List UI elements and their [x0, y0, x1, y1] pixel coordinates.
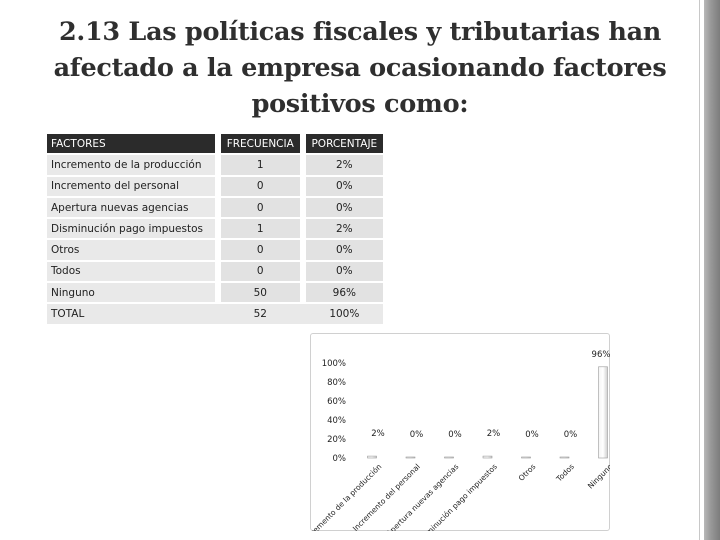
- cell-porcentaje: 2%: [305, 155, 383, 175]
- table-row: Incremento de la producción 1 2%: [47, 155, 383, 175]
- data-label: 2%: [371, 429, 385, 439]
- bar: [405, 456, 416, 459]
- category-label: Incremento de la producción: [310, 462, 384, 531]
- y-tick-label: 0%: [333, 454, 347, 464]
- y-tick-label: 80%: [327, 378, 346, 388]
- header-factores: FACTORES: [47, 134, 215, 154]
- bar: [559, 456, 570, 459]
- cell-porcentaje: 2%: [305, 219, 383, 239]
- cell-frecuencia: 0: [220, 197, 300, 218]
- category-label: Apertura nuevas agencias: [385, 462, 461, 531]
- cell-frecuencia: 50: [220, 283, 300, 303]
- decorative-side-line: [699, 0, 700, 540]
- cell-frecuencia: 1: [220, 219, 300, 239]
- data-label: 0%: [564, 430, 578, 440]
- cell-porcentaje: 100%: [305, 304, 383, 324]
- bar: [367, 455, 377, 459]
- data-label: 0%: [525, 430, 539, 440]
- y-tick-label: 20%: [327, 435, 346, 445]
- category-label: Todos: [554, 462, 576, 484]
- factors-table: FACTORES FRECUENCIA PORCENTAJE Increment…: [47, 132, 383, 326]
- header-porcentaje: PORCENTAJE: [305, 134, 383, 154]
- cell-porcentaje: 0%: [305, 261, 383, 282]
- table-header-row: FACTORES FRECUENCIA PORCENTAJE: [47, 134, 383, 154]
- bar: [482, 455, 493, 459]
- table-row: Ninguno 50 96%: [47, 283, 383, 303]
- table-total-row: TOTAL 52 100%: [47, 304, 383, 324]
- bar: [521, 456, 531, 459]
- chart-frame: [310, 333, 610, 531]
- data-label: 96%: [592, 350, 610, 360]
- category-label: Incremento del personal: [351, 462, 422, 531]
- table-row: Apertura nuevas agencias 0 0%: [47, 197, 383, 218]
- table-row: Disminución pago impuestos 1 2%: [47, 219, 383, 239]
- cell-factor: Apertura nuevas agencias: [47, 197, 215, 218]
- bar: [444, 456, 454, 459]
- bar-chart: 0% 20% 40% 60% 80% 100% 2% 0% 0% 2% 0% 0% 96% Increme…: [310, 350, 610, 531]
- cell-frecuencia: 0: [220, 176, 300, 196]
- cell-porcentaje: 96%: [305, 283, 383, 303]
- y-tick-label: 100%: [322, 359, 346, 369]
- cell-porcentaje: 0%: [305, 240, 383, 260]
- bar: [598, 366, 608, 459]
- cell-frecuencia: 0: [220, 261, 300, 282]
- cell-factor: Todos: [47, 261, 215, 282]
- cell-factor: Disminución pago impuestos: [47, 219, 215, 239]
- category-label: Otros: [517, 462, 538, 483]
- decorative-side-bar: [704, 0, 720, 540]
- cell-frecuencia: 52: [220, 304, 300, 324]
- cell-porcentaje: 0%: [305, 197, 383, 218]
- table-row: Otros 0 0%: [47, 240, 383, 260]
- cell-factor: TOTAL: [47, 304, 215, 324]
- chart-container: 0% 20% 40% 60% 80% 100% 2% 0% 0% 2% 0% 0% 96% Increme…: [310, 333, 610, 531]
- cell-factor: Otros: [47, 240, 215, 260]
- cell-factor: Ninguno: [47, 283, 215, 303]
- cell-factor: Incremento del personal: [47, 176, 215, 196]
- cell-porcentaje: 0%: [305, 176, 383, 196]
- cell-factor: Incremento de la producción: [47, 155, 215, 175]
- y-tick-label: 60%: [327, 397, 346, 407]
- data-label: 0%: [448, 430, 462, 440]
- data-label: 2%: [487, 429, 501, 439]
- category-label: Ninguno: [586, 462, 610, 491]
- cell-frecuencia: 0: [220, 240, 300, 260]
- y-tick-label: 40%: [327, 416, 346, 426]
- data-label: 0%: [410, 430, 424, 440]
- table-row: Todos 0 0%: [47, 261, 383, 282]
- slide-title: 2.13 Las políticas fiscales y tributaria…: [53, 17, 667, 119]
- cell-frecuencia: 1: [220, 155, 300, 175]
- header-frecuencia: FRECUENCIA: [220, 134, 300, 154]
- table-row: Incremento del personal 0 0%: [47, 176, 383, 196]
